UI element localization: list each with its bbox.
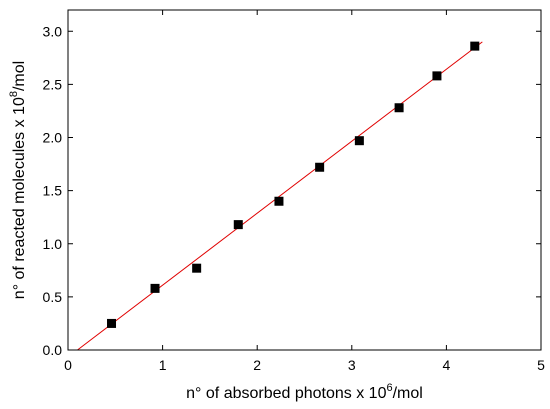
data-point (315, 162, 325, 172)
x-axis-title-exponent: 6 (386, 382, 392, 394)
y-axis: 0.0 0.5 1.0 1.5 2.0 2.5 3.0 (43, 23, 541, 358)
data-point (150, 283, 160, 293)
data-point (107, 318, 117, 328)
y-tick-label: 1.0 (43, 236, 63, 252)
x-tick-label: 4 (443, 357, 451, 373)
x-tick-label: 2 (253, 357, 261, 373)
x-axis-title-text: n° of absorbed photons x 10 (186, 385, 386, 402)
x-tick-label: 0 (64, 357, 72, 373)
x-tick-label: 3 (348, 357, 356, 373)
plot-frame (67, 9, 542, 351)
y-tick-label: 0.0 (43, 342, 63, 358)
data-point (354, 136, 364, 146)
data-point (470, 41, 480, 51)
data-point (233, 220, 243, 230)
data-point (274, 196, 284, 206)
x-axis: 0 1 2 3 4 5 (64, 10, 545, 373)
y-tick-label: 1.5 (43, 183, 63, 199)
y-axis-title-unit: /mol (11, 61, 28, 91)
linear-fit-line (77, 41, 483, 351)
y-axis-title-text: n° of reacted molecules x 10 (11, 97, 28, 299)
data-point (432, 71, 442, 81)
x-axis-title: n° of absorbed photons x 106/mol (186, 382, 423, 402)
y-tick-label: 3.0 (43, 23, 63, 39)
y-tick-label: 2.5 (43, 76, 63, 92)
x-tick-label: 5 (537, 357, 545, 373)
y-tick-label: 2.0 (43, 130, 63, 146)
y-axis-title-exponent: 8 (8, 91, 20, 97)
x-axis-title-unit: /mol (393, 385, 423, 402)
data-point (192, 263, 202, 273)
x-tick-label: 1 (159, 357, 167, 373)
plot-area (77, 41, 483, 351)
y-axis-title: n° of reacted molecules x 108/mol (8, 61, 28, 299)
y-tick-label: 0.5 (43, 289, 63, 305)
data-point (394, 103, 404, 113)
